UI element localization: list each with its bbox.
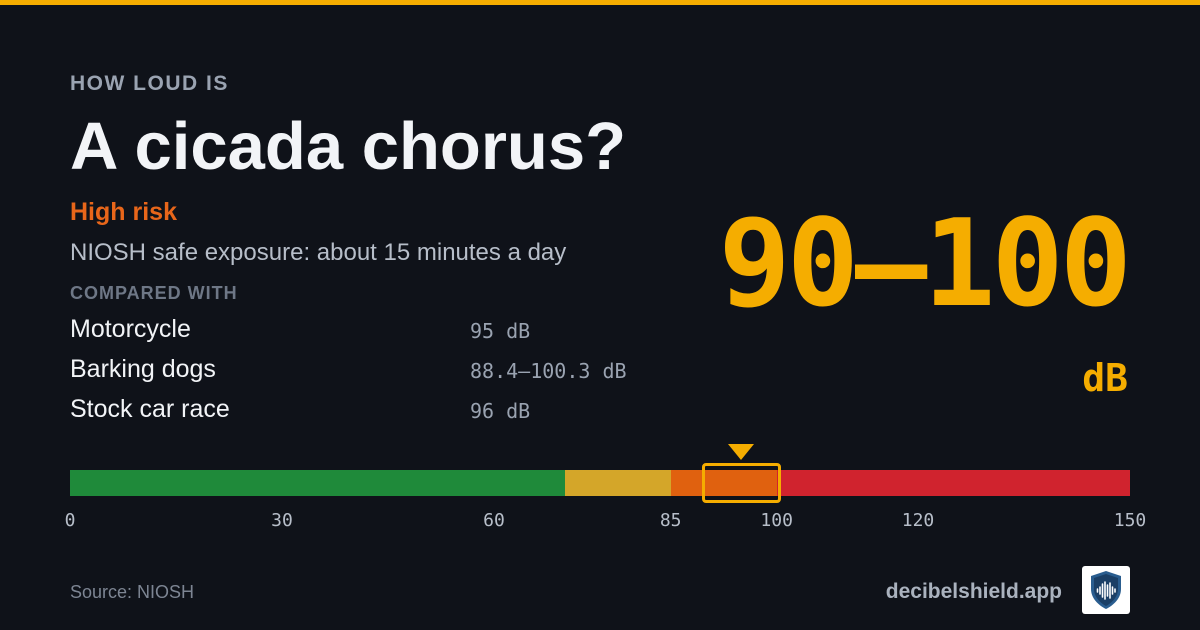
meter-track	[70, 470, 1130, 496]
meter-tick-label: 100	[760, 510, 793, 531]
comparison-value: 95 dB	[470, 319, 531, 343]
decibel-range-value: 90–100	[718, 195, 1132, 334]
shield-soundwave-icon	[1082, 566, 1130, 614]
meter-tick-label: 85	[659, 510, 682, 531]
meter-segment	[670, 470, 777, 496]
source-note: Source: NIOSH	[70, 582, 195, 602]
comparison-row: Barking dogs 88.4–100.3 dB	[70, 355, 670, 389]
decibel-unit: dB	[1082, 356, 1128, 400]
meter-segment	[776, 470, 1130, 496]
decibel-meter: 0 30 60 85 100 120 150	[65, 440, 1146, 550]
comparison-name: Barking dogs	[70, 355, 216, 383]
comparison-value: 88.4–100.3 dB	[470, 359, 627, 383]
comparison-name: Stock car race	[70, 395, 230, 423]
meter-segment	[564, 470, 671, 496]
eyebrow-label: HOW LOUD IS	[70, 72, 229, 95]
exposure-note: NIOSH safe exposure: about 15 minutes a …	[70, 239, 567, 266]
compared-heading: COMPARED WITH	[70, 283, 238, 303]
meter-tick-label: 120	[901, 510, 935, 531]
meter-tick-label: 30	[271, 510, 293, 531]
comparison-value: 96 dB	[470, 399, 531, 423]
range-pointer-icon	[728, 444, 755, 460]
comparison-name: Motorcycle	[70, 315, 191, 343]
risk-label: High risk	[70, 198, 177, 226]
meter-tick-label: 150	[1113, 510, 1147, 531]
comparison-row: Stock car race 96 dB	[70, 395, 670, 429]
meter-tick-label: 0	[64, 510, 76, 531]
meter-tick-label: 60	[483, 510, 505, 531]
brand-name[interactable]: decibelshield.app	[885, 580, 1062, 603]
comparison-row: Motorcycle 95 dB	[70, 315, 670, 349]
range-highlight-box	[702, 463, 781, 503]
meter-segment	[70, 470, 565, 496]
accent-top-bar	[0, 0, 1200, 5]
page-title: A cicada chorus?	[70, 109, 627, 184]
